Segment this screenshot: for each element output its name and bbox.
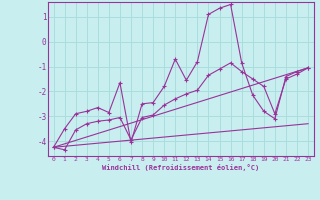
- X-axis label: Windchill (Refroidissement éolien,°C): Windchill (Refroidissement éolien,°C): [102, 164, 260, 171]
